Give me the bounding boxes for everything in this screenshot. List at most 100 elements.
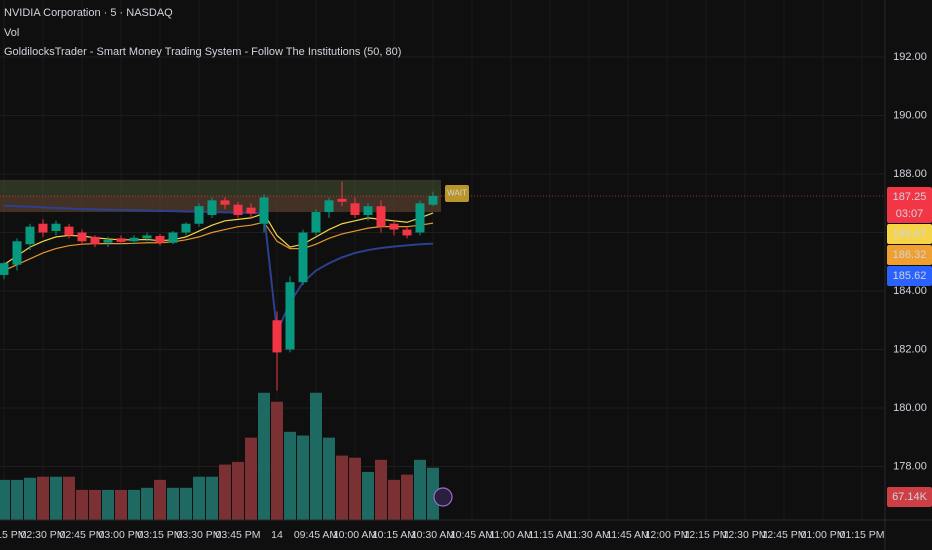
x-tick-label: 09:45 AM bbox=[294, 529, 338, 541]
volume-bar bbox=[193, 476, 205, 520]
candle-body bbox=[376, 206, 386, 227]
candle-body bbox=[129, 237, 139, 242]
x-tick-label: 02:45 PM bbox=[60, 529, 105, 541]
volume-bar bbox=[37, 476, 49, 520]
candle-body bbox=[298, 232, 308, 283]
candle-body bbox=[272, 320, 282, 353]
volume-bar bbox=[102, 489, 114, 520]
candle-body bbox=[103, 239, 113, 243]
volume-bar bbox=[284, 431, 296, 520]
candle-body bbox=[90, 236, 100, 245]
volume-bar bbox=[258, 392, 270, 520]
volume-bar bbox=[0, 479, 10, 520]
volume-bar bbox=[128, 489, 140, 520]
candle-body bbox=[207, 200, 217, 215]
volume-bar bbox=[427, 467, 439, 520]
x-tick-label: 12:45 PM bbox=[762, 529, 807, 541]
x-tick-label: 10:00 AM bbox=[333, 529, 377, 541]
x-tick-label: 10:45 AM bbox=[450, 529, 494, 541]
candle-body bbox=[220, 200, 230, 205]
x-tick-label: 12:15 PM bbox=[684, 529, 729, 541]
legend-item: GoldilocksTrader - Smart Money Trading S… bbox=[4, 46, 401, 58]
volume-bar bbox=[401, 474, 413, 520]
chart-title: NVIDIA Corporation · 5 · NASDAQ bbox=[4, 7, 173, 19]
volume-bar bbox=[219, 464, 231, 520]
candle-body bbox=[337, 198, 347, 202]
y-tick-label: 192.00 bbox=[893, 51, 927, 63]
candle-body bbox=[350, 203, 360, 215]
plot: WAIT bbox=[0, 179, 885, 520]
candle-body bbox=[402, 229, 412, 236]
candle-body bbox=[38, 223, 48, 233]
price-badge bbox=[887, 186, 932, 223]
volume-bar bbox=[167, 487, 179, 520]
volume-bar bbox=[232, 461, 244, 520]
volume-bar bbox=[245, 437, 257, 520]
candle-body bbox=[389, 223, 399, 230]
candle-body bbox=[168, 232, 178, 243]
volume-bar bbox=[362, 471, 374, 520]
y-tick-label: 180.00 bbox=[893, 402, 927, 414]
x-tick-label: 12:00 PM bbox=[645, 529, 690, 541]
volume-bar bbox=[375, 459, 387, 520]
volume-bar bbox=[141, 487, 153, 520]
candle-body bbox=[77, 232, 87, 242]
price-badge bbox=[887, 223, 932, 244]
y-tick-label: 178.00 bbox=[893, 460, 927, 472]
volume-bar bbox=[50, 476, 62, 520]
volume-bar bbox=[24, 477, 36, 520]
volume-bar bbox=[310, 392, 322, 520]
candle-body bbox=[259, 197, 269, 224]
indicator-line bbox=[3, 221, 434, 272]
x-tick-label: 02:30 PM bbox=[21, 529, 66, 541]
grid bbox=[0, 0, 885, 520]
volume-bar bbox=[271, 401, 283, 520]
volume-bar bbox=[336, 455, 348, 520]
y-tick-label: 190.00 bbox=[893, 109, 927, 121]
legend-item: Vol bbox=[4, 27, 19, 39]
volume-bar bbox=[89, 489, 101, 520]
volume-bar bbox=[63, 476, 75, 520]
x-tick-label: 02:15 PM bbox=[0, 529, 26, 541]
x-tick-label: 01:00 PM bbox=[801, 529, 846, 541]
candle-body bbox=[51, 223, 61, 232]
y-tick-label: 182.00 bbox=[893, 343, 927, 355]
candle-body bbox=[142, 235, 152, 239]
candle-body bbox=[246, 207, 256, 214]
volume-bar bbox=[180, 487, 192, 520]
x-tick-label: 11:30 AM bbox=[567, 529, 611, 541]
price-badge bbox=[887, 265, 932, 286]
x-tick-label: 11:15 AM bbox=[528, 529, 572, 541]
price-badge-label: 186.32 bbox=[893, 249, 927, 261]
candle-body bbox=[324, 200, 334, 213]
volume-bar bbox=[154, 479, 166, 520]
x-tick-label: 03:30 PM bbox=[177, 529, 222, 541]
x-tick-label: 03:45 PM bbox=[216, 529, 261, 541]
y-tick-label: 188.00 bbox=[893, 168, 927, 180]
candle-body bbox=[194, 206, 204, 224]
signal-label: WAIT bbox=[447, 189, 467, 198]
x-tick-label: 03:00 PM bbox=[99, 529, 144, 541]
y-tick-label: 184.00 bbox=[893, 285, 927, 297]
x-tick-label: 03:15 PM bbox=[138, 529, 183, 541]
candle-body bbox=[285, 282, 295, 350]
candle-body bbox=[181, 223, 191, 233]
x-tick-label: 14 bbox=[271, 529, 283, 541]
price-badge-label: 187.25 bbox=[893, 191, 927, 203]
x-tick-label: 12:30 PM bbox=[723, 529, 768, 541]
x-tick-label: 10:15 AM bbox=[372, 529, 416, 541]
candle-body bbox=[155, 236, 165, 243]
volume-bar bbox=[349, 457, 361, 520]
price-badge-label: 185.62 bbox=[893, 270, 927, 282]
volume-bar bbox=[414, 459, 426, 520]
icon bbox=[433, 487, 453, 507]
x-tick-label: 11:45 AM bbox=[606, 529, 650, 541]
signal-box bbox=[445, 184, 469, 202]
candle-body bbox=[25, 226, 35, 245]
x-tick-label: 01:15 PM bbox=[840, 529, 885, 541]
price-badge bbox=[887, 244, 932, 265]
indicator-line bbox=[3, 212, 434, 266]
candle-body bbox=[428, 195, 438, 205]
